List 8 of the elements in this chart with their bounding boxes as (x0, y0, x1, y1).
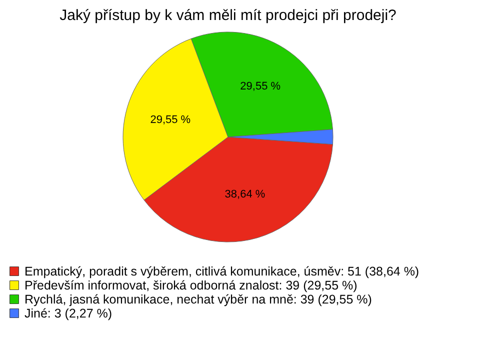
data-label: 29,55 % (150, 114, 191, 126)
data-label: 29,55 % (240, 80, 281, 92)
legend-label: Empatický, poradit s výběrem, citlivá komunikace, úsměv: 51 (38,64 %) (24, 264, 420, 278)
legend-label: Rychlá, jasná komunikace, nechat výběr na mně: 39 (29,55 %) (24, 292, 372, 306)
data-label: 38,64 % (224, 188, 266, 201)
chart-title: Jaký přístup by k vám měli mít prodejci při prodeji? (60, 7, 396, 24)
legend-label: Především informovat, široká odborná znalost: 39 (29,55 %) (24, 278, 358, 292)
legend-label: Jiné: 3 (2,27 %) (24, 306, 112, 320)
